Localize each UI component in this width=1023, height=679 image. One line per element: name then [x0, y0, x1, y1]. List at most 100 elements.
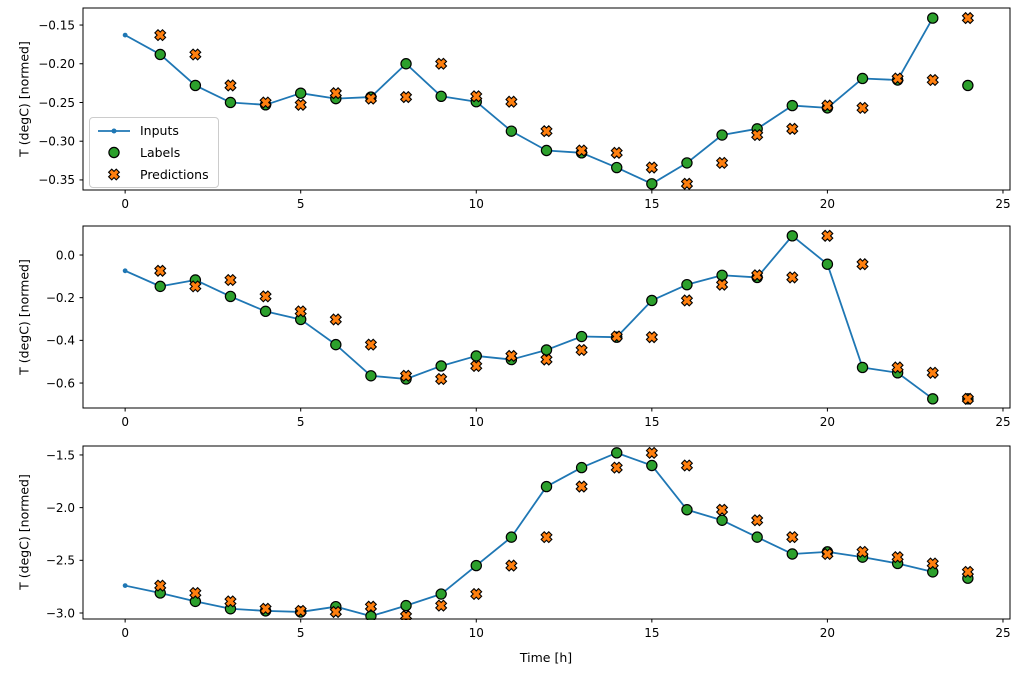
- legend: Inputs Labels Predictions: [89, 117, 219, 188]
- prediction-point: [751, 514, 764, 527]
- prediction-point: [364, 92, 378, 105]
- prediction-point: [926, 73, 939, 87]
- label-point: [927, 12, 939, 24]
- prediction-point: [364, 600, 378, 613]
- y-tick-label: 0.0: [56, 248, 75, 262]
- prediction-point: [680, 177, 694, 190]
- x-tick-label: 0: [121, 415, 129, 429]
- x-tick-label: 25: [995, 197, 1010, 211]
- prediction-point: [575, 144, 588, 157]
- x-tick-label: 25: [995, 415, 1010, 429]
- label-point: [224, 290, 237, 303]
- label-point: [365, 610, 377, 620]
- prediction-point: [399, 369, 413, 382]
- x-tick-label: 15: [644, 197, 659, 211]
- label-point: [330, 338, 342, 351]
- label-point: [435, 588, 447, 600]
- label-point: [154, 280, 166, 293]
- label-point: [400, 599, 412, 612]
- y-tick-label: −0.25: [38, 96, 75, 110]
- prediction-point: [259, 602, 272, 615]
- prediction-point: [329, 87, 342, 100]
- prediction-point: [856, 101, 869, 115]
- ylabel-subplot-1: T (degC) [normed]: [16, 41, 32, 157]
- prediction-point: [786, 271, 799, 284]
- y-tick-label: −0.6: [46, 376, 75, 390]
- prediction-point: [154, 579, 167, 592]
- label-point: [716, 269, 728, 281]
- prediction-point: [505, 95, 518, 108]
- axes-spines: [82, 225, 1011, 409]
- prediction-point: [259, 96, 272, 109]
- prediction-point: [856, 258, 869, 271]
- label-point: [154, 48, 166, 61]
- label-point: [716, 514, 728, 526]
- label-point: [611, 447, 623, 459]
- prediction-point: [575, 343, 588, 357]
- prediction-point: [470, 587, 483, 601]
- y-tick-label: −0.2: [46, 291, 75, 305]
- prediction-point: [329, 313, 342, 326]
- prediction-point: [540, 530, 553, 544]
- prediction-point: [399, 90, 413, 104]
- data-layer: [122, 446, 975, 620]
- label-point: [646, 459, 658, 472]
- label-point: [962, 79, 974, 92]
- label-point: [470, 559, 482, 572]
- label-point: [575, 461, 588, 474]
- label-point: [505, 125, 518, 137]
- x-tick-label: 5: [297, 197, 305, 211]
- label-point: [646, 178, 658, 190]
- label-point: [716, 129, 728, 141]
- subplot-1: 0 5 10 15 20 25 −0.15 −0.20 −0.25 −0.30 −0.35: [38, 7, 1011, 211]
- label-point: [681, 278, 693, 291]
- x-tick-label: 15: [644, 626, 659, 640]
- prediction-point: [610, 146, 623, 159]
- prediction-point: [891, 72, 904, 85]
- prediction-point: [505, 349, 518, 363]
- inputs-line: [124, 234, 934, 400]
- x-tick-label: 20: [820, 626, 835, 640]
- prediction-point: [294, 604, 307, 618]
- line-dot-icon: [98, 128, 130, 134]
- label-point: [189, 79, 202, 92]
- data-layer: [122, 229, 975, 405]
- prediction-point: [435, 372, 448, 386]
- label-point: [295, 87, 307, 99]
- x-tick-label: 10: [469, 626, 484, 640]
- label-point: [927, 566, 939, 578]
- prediction-point: [505, 559, 518, 572]
- circle-marker-icon: [108, 146, 120, 159]
- y-tick-label: −0.30: [38, 135, 75, 149]
- ylabel-subplot-2: T (degC) [normed]: [16, 259, 32, 375]
- label-point: [611, 161, 623, 174]
- prediction-point: [856, 545, 869, 559]
- prediction-point: [821, 229, 834, 242]
- y-tick-label: −3.0: [46, 606, 75, 620]
- x-tick-label: 5: [297, 415, 305, 429]
- prediction-point: [961, 565, 975, 579]
- inputs-line: [124, 451, 933, 618]
- label-point: [856, 361, 869, 374]
- prediction-point: [364, 338, 378, 351]
- y-tick-label: −1.5: [46, 448, 75, 462]
- subplot-2: 0 5 10 15 20 25 0.0 −0.2 −0.4 −0.6: [46, 225, 1011, 429]
- data-layer: [122, 11, 975, 190]
- ylabel-subplot-3: T (degC) [normed]: [16, 474, 32, 590]
- prediction-point: [961, 11, 975, 25]
- prediction-point: [715, 503, 729, 516]
- prediction-point: [435, 599, 448, 612]
- prediction-point: [435, 57, 448, 70]
- x-tick-label: 20: [820, 415, 835, 429]
- prediction-point: [821, 547, 834, 561]
- prediction-point: [891, 551, 904, 564]
- prediction-point: [259, 290, 272, 303]
- label-point: [646, 294, 658, 307]
- label-point: [540, 144, 553, 157]
- legend-label-labels: Labels: [140, 144, 181, 160]
- label-point: [751, 531, 763, 543]
- prediction-point: [154, 264, 167, 277]
- label-point: [259, 305, 272, 318]
- prediction-point: [470, 359, 483, 373]
- prediction-point: [540, 353, 553, 366]
